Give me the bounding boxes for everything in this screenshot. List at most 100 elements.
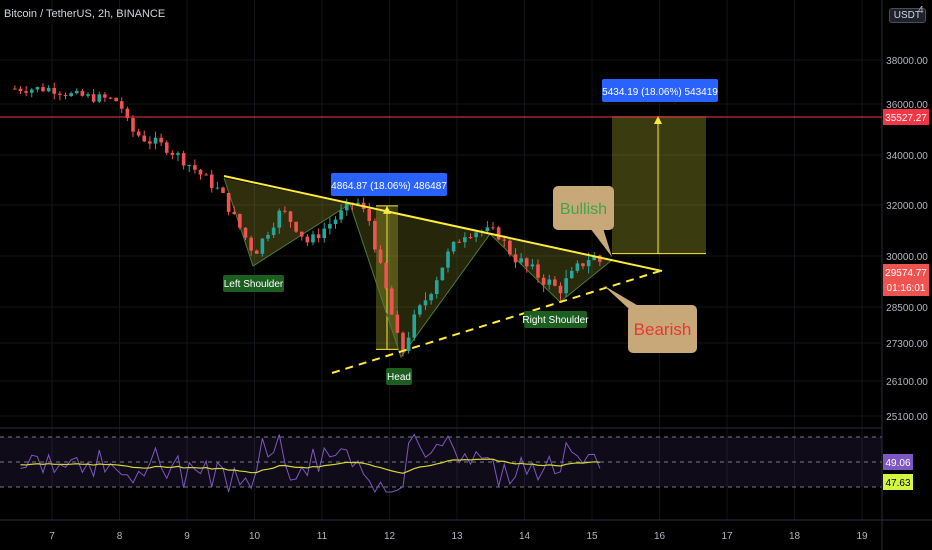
candle-body: [35, 87, 40, 90]
candle-body: [389, 288, 394, 315]
candle-body: [581, 263, 585, 267]
left-shoulder-label[interactable]: Left Shoulder: [223, 275, 284, 292]
rsi-ma-pill: 47.63: [883, 474, 913, 490]
candle-body: [294, 221, 298, 232]
candle-body: [63, 94, 68, 97]
time-tick-label: 12: [384, 531, 396, 542]
time-axis[interactable]: 7 8 9 10 11 12 13 14 15 16 17 18 19: [49, 531, 868, 542]
candle-body: [434, 280, 439, 295]
candle-body: [322, 228, 327, 239]
candle-body: [446, 251, 450, 268]
candle-body: [474, 232, 478, 238]
grid: [0, 0, 882, 520]
price-axis[interactable]: 38000.00 36000.00 34000.00 32000.00 30000.00…: [886, 56, 928, 423]
neckline-trendline[interactable]: [223, 175, 663, 272]
rsi-value-pill: 49.06: [883, 454, 913, 470]
candle-body: [283, 210, 287, 212]
candle-body: [468, 237, 473, 239]
price-tick-label: 30000.00: [886, 252, 928, 263]
price-tick-label: 32000.00: [886, 201, 928, 212]
candle-body: [249, 237, 253, 251]
time-tick-label: 7: [49, 531, 55, 542]
candle-body: [373, 220, 377, 250]
measure-box-2[interactable]: [612, 116, 706, 254]
candle-body: [114, 97, 118, 102]
pattern-triangle-left: [224, 178, 350, 266]
candle-body: [384, 262, 388, 289]
rsi-ma-line: [20, 458, 600, 474]
candle-body: [266, 234, 270, 239]
svg-text:Bullish: Bullish: [560, 201, 607, 218]
bearish-callout[interactable]: Bearish: [603, 285, 697, 353]
support-trendline-dashed[interactable]: [331, 270, 661, 374]
candle-body: [91, 94, 96, 102]
candle-body: [13, 88, 17, 90]
symbol-title[interactable]: Bitcoin / TetherUS, 2h, BINANCE: [4, 8, 166, 20]
candle-body: [24, 91, 28, 93]
price-tick-label: 27300.00: [886, 339, 928, 350]
svg-text:47.63: 47.63: [885, 478, 910, 489]
time-tick-label: 19: [856, 531, 868, 542]
svg-text:4864.87 (18.06%) 486487: 4864.87 (18.06%) 486487: [331, 181, 447, 192]
right-shoulder-label[interactable]: Right Shoulder: [522, 311, 589, 328]
measure-label-2[interactable]: 5434.19 (18.06%) 543419: [602, 79, 718, 102]
bullish-callout[interactable]: Bullish: [553, 186, 614, 257]
candle-body: [536, 264, 540, 278]
pattern-triangle-right: [490, 234, 612, 302]
price-tick-label: 38000.00: [886, 56, 928, 67]
candle-body: [125, 108, 130, 119]
svg-text:5434.19 (18.06%) 543419: 5434.19 (18.06%) 543419: [602, 87, 718, 98]
price-tick-label: 28500.00: [886, 303, 928, 314]
candle-body: [299, 231, 304, 237]
candle-body: [305, 236, 310, 243]
candle-body: [164, 142, 169, 153]
last-price-pill: 29574.77 01:16:01: [883, 264, 929, 296]
candle-body: [181, 153, 186, 166]
time-tick-label: 14: [519, 531, 531, 542]
candle-body: [429, 294, 433, 301]
candle-body: [418, 305, 422, 315]
measure-label-1[interactable]: 4864.87 (18.06%) 486487: [331, 173, 447, 196]
candle-body: [575, 263, 580, 271]
resistance-price-pill: 35527.27: [883, 109, 929, 125]
candle-body: [18, 88, 23, 92]
candle-body: [547, 279, 552, 285]
candle-body: [103, 94, 107, 98]
candle-body: [344, 202, 349, 211]
candle-body: [86, 94, 90, 96]
time-tick-label: 8: [117, 531, 123, 542]
svg-text:29574.77: 29574.77: [885, 268, 927, 279]
candle-body: [204, 174, 208, 176]
candle-body: [569, 270, 574, 279]
candle-body: [170, 152, 175, 155]
candle-body: [148, 141, 152, 144]
time-tick-label: 16: [654, 531, 666, 542]
candle-body: [541, 277, 546, 285]
svg-text:Bearish: Bearish: [634, 320, 692, 339]
rsi-pane: [0, 433, 882, 494]
head-label[interactable]: Head: [386, 368, 412, 385]
candle-body: [288, 211, 293, 222]
candle-body: [271, 227, 276, 235]
currency-badge[interactable]: USDT: [888, 8, 926, 23]
candle-body: [232, 211, 237, 214]
candle-body: [193, 165, 197, 170]
candle-body: [519, 258, 523, 263]
candle-body: [159, 137, 163, 143]
svg-text:Right Shoulder: Right Shoulder: [522, 315, 589, 326]
candle-body: [108, 97, 113, 99]
candle-body: [356, 202, 360, 204]
candle-body: [598, 255, 602, 262]
time-tick-label: 18: [789, 531, 801, 542]
time-tick-label: 10: [249, 531, 261, 542]
time-tick-label: 17: [721, 531, 733, 542]
candle-body: [119, 101, 124, 109]
candle-body: [221, 187, 225, 193]
candle-body: [463, 237, 467, 243]
candle-body: [457, 241, 462, 243]
candle-body: [260, 238, 265, 254]
candle-body: [243, 227, 248, 238]
candle-body: [176, 153, 180, 155]
candle-body: [592, 255, 597, 261]
